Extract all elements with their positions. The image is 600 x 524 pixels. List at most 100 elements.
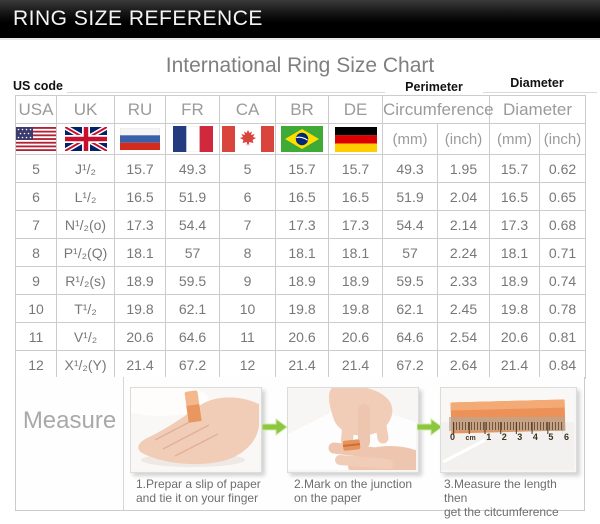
measure-label: Measure: [22, 407, 117, 434]
size-cell: 12: [15, 350, 57, 379]
size-cell: 64.6: [165, 322, 220, 351]
ruler-number: 5: [548, 432, 554, 442]
col-ca: CA: [219, 95, 276, 124]
col-diameter: Diameter: [489, 95, 587, 124]
size-cell: 16.5: [328, 182, 383, 211]
ruler-unit: cm: [465, 435, 476, 442]
size-cell: 21.4: [114, 350, 166, 379]
mark-junction-illustration: [288, 388, 416, 470]
size-cell: 17.3: [275, 210, 329, 239]
size-cell: T¹/₂: [56, 294, 115, 323]
table-row: 11 V¹/₂ 20.6 64.6 11 20.6 20.6 64.6 2.54 20.6 0.81: [15, 322, 587, 351]
unit-circumference-inch: (inch): [436, 123, 491, 155]
size-cell: X¹/₂(Y): [56, 350, 115, 379]
size-cell: 67.2: [382, 350, 438, 379]
col-fr: FR: [165, 95, 220, 124]
size-cell: 5: [219, 154, 276, 183]
size-cell: 64.6: [382, 322, 438, 351]
unit-diameter-mm: (mm): [489, 123, 541, 155]
size-cell: 21.4: [275, 350, 329, 379]
unit-diameter-inch: (inch): [539, 123, 587, 155]
table-row: 9 R¹/₂(s) 18.9 59.5 9 18.9 18.9 59.5 2.33 18.9 0.7…: [15, 266, 587, 295]
size-cell: 6: [219, 182, 276, 211]
size-cell: 17.3: [114, 210, 166, 239]
size-cell: 0.78: [539, 294, 587, 323]
size-cell: 18.9: [114, 266, 166, 295]
size-cell: 10: [15, 294, 57, 323]
size-cell: 12: [219, 350, 276, 379]
brazil-flag-icon: [281, 126, 323, 152]
col-circumference: Circumference: [381, 95, 494, 124]
size-cell: N¹/₂(o): [56, 210, 115, 239]
size-cell: 0.62: [539, 154, 587, 183]
measure-step3-image: 0 cm 1 2 3 4 5 6: [440, 387, 577, 473]
size-cell: J¹/₂: [56, 154, 115, 183]
size-cell: 49.3: [165, 154, 220, 183]
size-cell: 11: [15, 322, 57, 351]
size-cell: 62.1: [165, 294, 220, 323]
size-cell: 59.5: [382, 266, 438, 295]
size-table-body: 5 J¹/₂ 15.7 49.3 5 15.7 15.7 49.3 1.95 15.7 0.62 6 L…: [15, 154, 587, 379]
ring-size-table: USA UK RU FR CA BR DE Circumference Diam…: [15, 95, 587, 379]
size-cell: 2.64: [436, 350, 491, 379]
size-cell: 54.4: [165, 210, 220, 239]
ruler-number: 3: [517, 432, 523, 442]
france-flag-icon: [172, 126, 213, 152]
size-cell: 10: [219, 294, 276, 323]
size-cell: 2.14: [436, 210, 491, 239]
perimeter-label: Perimeter: [385, 80, 483, 94]
size-cell: 18.1: [114, 238, 166, 267]
step1-caption-line1: 1.Prepar a slip of paper: [136, 477, 261, 491]
ruler-scale: 0 cm 1 2 3 4 5 6: [450, 432, 569, 442]
measure-label-cell: Measure: [16, 377, 124, 510]
size-cell: 2.24: [436, 238, 491, 267]
chart-title: International Ring Size Chart: [165, 54, 435, 77]
size-cell: 51.9: [382, 182, 438, 211]
size-cell: 0.71: [539, 238, 587, 267]
table-row: 6 L¹/₂ 16.5 51.9 6 16.5 16.5 51.9 2.04 16.5 0.65: [15, 182, 587, 211]
size-cell: 19.8: [275, 294, 329, 323]
ruler-number: 6: [563, 432, 569, 442]
annotation-leader-line: [60, 92, 597, 93]
size-cell: 17.3: [489, 210, 541, 239]
table-row: 8 P¹/₂(Q) 18.1 57 8 18.1 18.1 57 2.24 18.1 0.71: [15, 238, 587, 267]
size-cell: 20.6: [489, 322, 541, 351]
col-ru: RU: [114, 95, 166, 124]
hand-with-paper-illustration: [131, 388, 259, 470]
size-cell: 15.7: [275, 154, 329, 183]
size-cell: 8: [219, 238, 276, 267]
size-cell: 54.4: [382, 210, 438, 239]
flag-row: (mm) (inch) (mm) (inch): [15, 123, 587, 155]
table-row: 10 T¹/₂ 19.8 62.1 10 19.8 19.8 62.1 2.45 19.8 0.78: [15, 294, 587, 323]
size-cell: 7: [15, 210, 57, 239]
table-row: 12 X¹/₂(Y) 21.4 67.2 12 21.4 21.4 67.2 2.64 21.4 0…: [15, 350, 587, 379]
step2-caption: 2.Mark on the junction on the paper: [294, 477, 422, 505]
size-cell: 9: [15, 266, 57, 295]
step3-caption-line1: 3.Measure the length then: [444, 477, 557, 505]
col-usa: USA: [15, 95, 57, 124]
size-cell: 57: [382, 238, 438, 267]
size-cell: 18.1: [328, 238, 383, 267]
size-cell: 57: [165, 238, 220, 267]
ruler-number: 2: [501, 432, 507, 442]
size-cell: 49.3: [382, 154, 438, 183]
size-cell: 0.68: [539, 210, 587, 239]
size-cell: 15.7: [489, 154, 541, 183]
unit-circumference-mm: (mm): [382, 123, 438, 155]
size-cell: 20.6: [328, 322, 383, 351]
size-cell: 6: [15, 182, 57, 211]
step1-caption: 1.Prepar a slip of paper and tie it on y…: [136, 477, 264, 505]
size-cell: 19.8: [489, 294, 541, 323]
ruler-illustration: [441, 388, 574, 470]
header-bar: RING SIZE REFERENCE: [0, 0, 600, 40]
step1-caption-line2: and tie it on your finger: [136, 491, 259, 505]
size-cell: 19.8: [328, 294, 383, 323]
size-cell: P¹/₂(Q): [56, 238, 115, 267]
size-cell: 15.7: [328, 154, 383, 183]
size-cell: 7: [219, 210, 276, 239]
col-de: DE: [328, 95, 383, 124]
step3-caption: 3.Measure the length then get the citcum…: [444, 477, 578, 519]
right-arrow-icon: [417, 418, 443, 436]
measure-step1-image: [130, 387, 262, 473]
size-cell: 5: [15, 154, 57, 183]
